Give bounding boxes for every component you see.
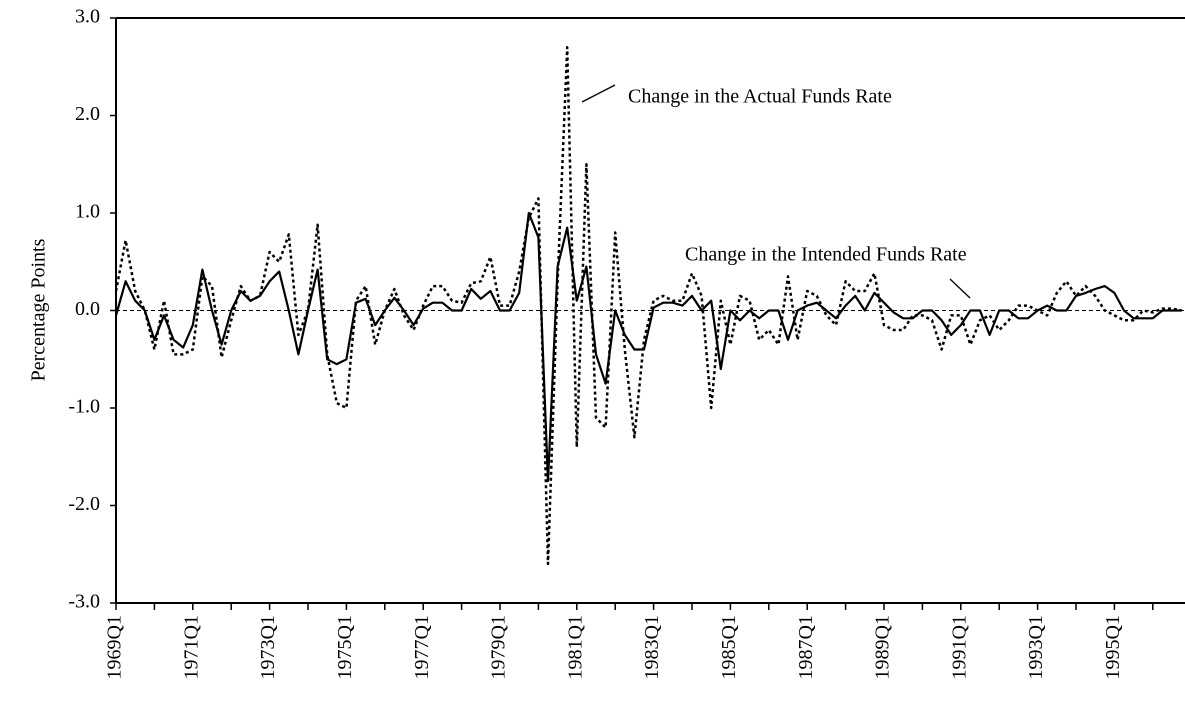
y-tick-label: 0.0 <box>75 298 100 320</box>
y-tick-label: -2.0 <box>68 493 100 515</box>
leader-line <box>949 278 971 299</box>
x-tick-label: 1991Q1 <box>948 615 970 679</box>
y-tick-label: -3.0 <box>68 591 100 613</box>
intended-rate-line <box>114 211 1182 483</box>
x-tick-label: 1973Q1 <box>257 615 279 679</box>
x-tick-label: 1995Q1 <box>1102 615 1124 679</box>
y-tick-label: 2.0 <box>75 103 100 125</box>
x-tick-label: 1981Q1 <box>564 615 586 679</box>
x-tick-label: 1977Q1 <box>411 615 433 679</box>
y-axis-label: Percentage Points <box>28 238 50 381</box>
x-tick-label: 1985Q1 <box>718 615 740 679</box>
y-tick-label: 3.0 <box>75 6 100 28</box>
actual-rate-line <box>114 46 1182 566</box>
x-tick-label: 1987Q1 <box>795 615 817 679</box>
y-tick-label: 1.0 <box>75 201 100 223</box>
x-tick-label: 1983Q1 <box>641 615 663 679</box>
x-tick-label: 1993Q1 <box>1025 615 1047 679</box>
annotation: Change in the Intended Funds Rate <box>685 244 967 266</box>
y-tick-label: -1.0 <box>68 396 100 418</box>
x-tick-label: 1969Q1 <box>104 615 126 679</box>
annotation: Change in the Actual Funds Rate <box>628 86 892 108</box>
x-tick-label: 1975Q1 <box>334 615 356 679</box>
x-tick-label: 1989Q1 <box>872 615 894 679</box>
x-tick-label: 1979Q1 <box>488 615 510 679</box>
leader-line <box>581 84 616 103</box>
x-tick-label: 1971Q1 <box>180 615 202 679</box>
